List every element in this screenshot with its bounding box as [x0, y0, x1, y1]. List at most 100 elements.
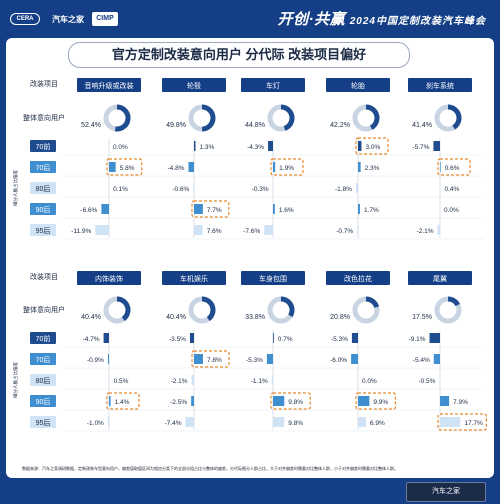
deviation-bar: [440, 162, 441, 172]
highlight-box: [355, 137, 389, 155]
deviation-bar: [189, 333, 194, 343]
intent-pct-label: 41.4%: [412, 122, 432, 129]
deviation-bar: [109, 375, 110, 385]
highlight-box: [270, 392, 311, 410]
deviation-value-label: -5.3%: [331, 336, 348, 343]
event-title-main: 开创·共赢: [277, 11, 346, 28]
highlight-box: [191, 200, 230, 218]
highlight-box: [270, 158, 304, 176]
deviation-value-label: -2.5%: [170, 399, 187, 406]
row-label-project: 改装项目: [30, 272, 58, 281]
deviation-bar: [107, 417, 109, 427]
deviation-value-label: 7.6%: [207, 228, 222, 235]
generation-chip: [30, 182, 56, 194]
deviation-bar: [429, 333, 440, 343]
row-label-project: 改装项目: [30, 79, 58, 88]
column-header-label: 改色拉花: [344, 274, 372, 283]
highlight-box: [355, 392, 396, 410]
intent-pct-label: 40.4%: [166, 314, 186, 321]
deviation-value-label: -6.6%: [80, 207, 97, 214]
column-header: [162, 271, 226, 285]
deviation-value-label: 9.8%: [288, 420, 303, 427]
intent-pie-slice: [114, 104, 131, 132]
intent-pie-slice: [365, 104, 380, 130]
column-header-label: 车机娱乐: [180, 274, 208, 283]
deviation-bar: [437, 225, 440, 235]
deviation-bar: [194, 354, 203, 364]
deviation-bar: [440, 417, 461, 427]
generation-label: 95后: [36, 418, 51, 427]
deviation-bar: [273, 333, 274, 343]
top-banner: CERA 汽车之家 CIMP 开创·共赢 2024中国定制改装汽车峰会: [0, 0, 500, 38]
deviation-value-label: 17.7%: [464, 420, 483, 427]
deviation-value-label: 1.3%: [199, 144, 214, 151]
deviation-value-label: 0.1%: [113, 186, 128, 193]
deviation-bar: [358, 417, 366, 427]
intent-pie-slice: [280, 104, 295, 131]
intent-pct-label: 17.5%: [412, 314, 432, 321]
deviation-bar: [107, 354, 109, 364]
deviation-value-label: -7.6%: [243, 228, 260, 235]
deviation-bar: [95, 225, 109, 235]
deviation-value-label: -6.0%: [330, 357, 347, 364]
deviation-bar: [191, 375, 194, 385]
highlight-box: [106, 158, 143, 176]
deviation-bar: [268, 141, 273, 151]
intent-pct-label: 52.4%: [81, 122, 101, 129]
deviation-value-label: -0.5%: [418, 378, 435, 385]
intent-pie-slice: [447, 104, 462, 130]
intent-pct-label: 44.8%: [245, 122, 265, 129]
generation-label: 80后: [36, 184, 51, 193]
generation-chip: [30, 374, 56, 386]
side-label: 细分人群占比偏差: [12, 170, 19, 206]
event-title: 开创·共赢 2024中国定制改装汽车峰会: [278, 8, 486, 29]
highlight-box: [437, 413, 487, 431]
generation-label: 95后: [36, 226, 51, 235]
generation-chip: [30, 140, 56, 152]
generation-chip: [30, 224, 56, 236]
column-header: [326, 78, 390, 92]
deviation-value-label: -0.6%: [172, 186, 189, 193]
deviation-value-label: -9.1%: [409, 336, 426, 343]
deviation-bar: [358, 141, 362, 151]
deviation-value-label: 0.0%: [444, 207, 459, 214]
cimp-logo: CIMP: [92, 10, 118, 28]
deviation-bar: [194, 225, 203, 235]
deviation-value-label: 9.8%: [288, 399, 303, 406]
intent-pie-slice: [280, 296, 295, 318]
column-header: [408, 271, 472, 285]
deviation-value-label: -7.4%: [165, 420, 182, 427]
deviation-value-label: 0.4%: [444, 186, 459, 193]
column-header-label: 车灯: [266, 81, 280, 90]
generation-label: 70后: [36, 163, 51, 172]
autohome-logo: 汽车之家: [52, 14, 84, 24]
deviation-bar: [264, 225, 273, 235]
intent-pct-label: 33.8%: [245, 314, 265, 321]
generation-label: 80后: [36, 376, 51, 385]
deviation-value-label: -4.8%: [167, 165, 184, 172]
deviation-value-label: 1.9%: [279, 165, 294, 172]
deviation-value-label: -11.9%: [71, 228, 91, 235]
column-header-label: 轮胎: [351, 81, 365, 90]
deviation-value-label: 1.7%: [364, 207, 379, 214]
deviation-bar: [273, 417, 285, 427]
deviation-value-label: -1.8%: [335, 186, 352, 193]
deviation-bar: [191, 396, 194, 406]
deviation-value-label: 9.9%: [373, 399, 388, 406]
deviation-bar: [273, 162, 276, 172]
deviation-value-label: -2.1%: [171, 378, 188, 385]
deviation-bar: [351, 333, 358, 343]
deviation-value-label: -4.7%: [83, 336, 100, 343]
deviation-bar: [101, 204, 109, 214]
intent-pct-label: 20.8%: [330, 314, 350, 321]
deviation-value-label: -1.1%: [251, 378, 268, 385]
deviation-value-label: 7.9%: [453, 399, 468, 406]
deviation-bar: [194, 204, 203, 214]
deviation-value-label: 1.4%: [115, 399, 130, 406]
generation-label: 90后: [36, 397, 51, 406]
deviation-bar: [358, 162, 361, 172]
deviation-value-label: -5.7%: [412, 144, 429, 151]
deviation-value-label: -3.5%: [169, 336, 186, 343]
intent-pie-slice: [201, 104, 216, 132]
